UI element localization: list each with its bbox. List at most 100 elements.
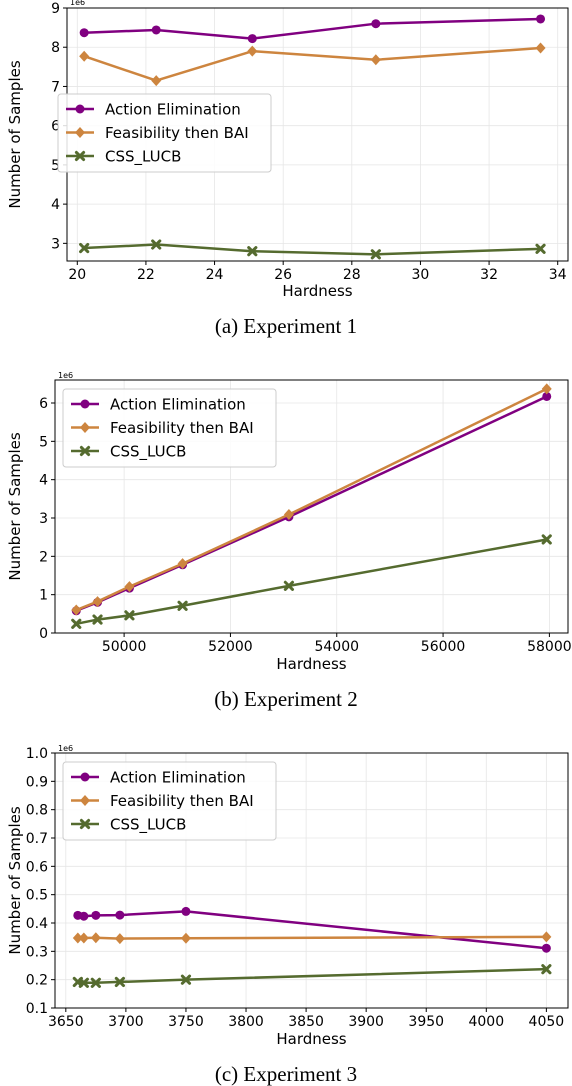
x-tick-label: 20 bbox=[68, 267, 86, 283]
y-tick-label: 0.1 bbox=[26, 1001, 48, 1017]
x-tick-label: 3700 bbox=[108, 1014, 144, 1030]
legend-item: Action Elimination bbox=[71, 396, 246, 414]
y-tick-label: 0.9 bbox=[26, 774, 48, 790]
x-axis-label: Hardness bbox=[282, 282, 352, 300]
legend-item: CSS_LUCB bbox=[71, 443, 186, 462]
series-line bbox=[77, 967, 547, 985]
y-tick-label: 0.3 bbox=[26, 944, 48, 960]
chart-caption: (a) Experiment 1 bbox=[215, 314, 357, 338]
chart-caption: (b) Experiment 2 bbox=[214, 687, 357, 711]
data-point bbox=[79, 28, 89, 38]
data-point bbox=[247, 45, 258, 57]
data-point bbox=[124, 610, 135, 621]
legend-label: Feasibility then BAI bbox=[105, 124, 249, 142]
data-point bbox=[541, 931, 552, 943]
data-point bbox=[541, 943, 551, 953]
legend-frame bbox=[57, 93, 272, 173]
data-point bbox=[535, 243, 546, 254]
y-tick-label: 3 bbox=[39, 511, 48, 527]
data-point bbox=[90, 932, 101, 944]
x-tick-label: 22 bbox=[137, 267, 155, 283]
series-line bbox=[83, 46, 541, 82]
data-point bbox=[180, 974, 192, 985]
y-tick-label: 1.0 bbox=[26, 746, 48, 762]
data-point bbox=[92, 614, 103, 625]
legend-label: Action Elimination bbox=[105, 101, 241, 119]
series-feasibility-then-bai bbox=[72, 931, 552, 945]
y-tick-label: 3 bbox=[51, 236, 60, 252]
legend-marker bbox=[79, 445, 91, 457]
data-point bbox=[78, 932, 89, 944]
data-point bbox=[71, 618, 82, 629]
data-point bbox=[79, 50, 90, 62]
y-tick-label: 0.6 bbox=[26, 859, 48, 875]
data-point bbox=[181, 906, 191, 916]
data-point bbox=[247, 34, 257, 44]
data-point bbox=[92, 596, 103, 608]
y-tick-label: 2 bbox=[39, 549, 48, 565]
data-point bbox=[151, 75, 162, 87]
x-tick-label: 3650 bbox=[48, 1014, 84, 1030]
series-css-lucb bbox=[72, 964, 552, 988]
axes-frame bbox=[54, 379, 569, 634]
legend-label: Feasibility then BAI bbox=[110, 792, 254, 810]
y-tick-label: 7 bbox=[51, 79, 60, 95]
x-tick-label: 3800 bbox=[228, 1014, 264, 1030]
legend-item: Action Elimination bbox=[66, 101, 241, 119]
y-axis-label: Number of Samples bbox=[6, 60, 24, 208]
data-point bbox=[72, 932, 83, 944]
y-tick-label: 0.7 bbox=[26, 831, 48, 847]
data-point bbox=[78, 977, 89, 988]
series-action-elimination bbox=[73, 906, 551, 953]
legend-item: Feasibility then BAI bbox=[66, 124, 249, 142]
legend-label: CSS_LUCB bbox=[110, 443, 186, 462]
data-point bbox=[79, 242, 90, 254]
legend-marker bbox=[79, 818, 91, 830]
y-tick-label: 4 bbox=[39, 473, 48, 489]
x-axis-label: Hardness bbox=[276, 655, 346, 673]
y-tick-label: 0 bbox=[39, 626, 48, 642]
y-tick-label: 1 bbox=[39, 588, 48, 604]
y-multiplier: 1e6 bbox=[70, 0, 85, 7]
legend-marker bbox=[75, 104, 85, 114]
y-tick-label: 0.4 bbox=[26, 916, 48, 932]
legend-item: Feasibility then BAI bbox=[71, 419, 254, 437]
data-point bbox=[151, 239, 162, 250]
x-tick-label: 4000 bbox=[468, 1014, 504, 1030]
data-point bbox=[90, 977, 101, 988]
chart-3: 3650 3700 3750 3800 3850 3900 3950 4000 4050 0.1 0… bbox=[6, 744, 569, 1086]
x-tick-label: 3950 bbox=[408, 1014, 444, 1030]
legend-marker bbox=[80, 399, 90, 409]
legend-marker bbox=[75, 127, 85, 138]
data-point bbox=[541, 383, 552, 395]
series-feasibility-then-bai bbox=[79, 42, 546, 87]
x-tick-label: 52000 bbox=[208, 639, 253, 655]
x-tick-label: 32 bbox=[480, 267, 498, 283]
y-tick-label: 4 bbox=[51, 197, 60, 213]
y-tick-label: 5 bbox=[39, 434, 48, 450]
series-line bbox=[76, 538, 547, 626]
data-point bbox=[535, 42, 546, 54]
chart-2: 50000 52000 54000 56000 58000 0 1 2 3 4 5 6 1e6 Hardn… bbox=[6, 371, 572, 711]
data-point bbox=[177, 600, 188, 611]
legend-item: CSS_LUCB bbox=[66, 148, 181, 167]
axes-frame bbox=[54, 752, 569, 1009]
data-point bbox=[79, 911, 89, 921]
x-tick-label: 34 bbox=[549, 267, 567, 283]
legend-item: CSS_LUCB bbox=[71, 816, 186, 835]
data-point bbox=[180, 932, 191, 944]
y-tick-label: 6 bbox=[39, 396, 48, 412]
x-tick-label: 3750 bbox=[168, 1014, 204, 1030]
data-point bbox=[536, 14, 546, 24]
data-point bbox=[542, 391, 552, 401]
data-point bbox=[151, 25, 161, 35]
legend-marker bbox=[80, 422, 90, 433]
data-point bbox=[283, 580, 295, 591]
data-point bbox=[247, 246, 258, 257]
legend: Action Elimination Feasibility then BAI CS… bbox=[57, 93, 272, 173]
data-point bbox=[541, 964, 552, 975]
x-tick-label: 30 bbox=[412, 267, 430, 283]
x-tick-label: 26 bbox=[274, 267, 292, 283]
legend-item: Action Elimination bbox=[71, 769, 246, 787]
legend-frame bbox=[62, 388, 277, 468]
